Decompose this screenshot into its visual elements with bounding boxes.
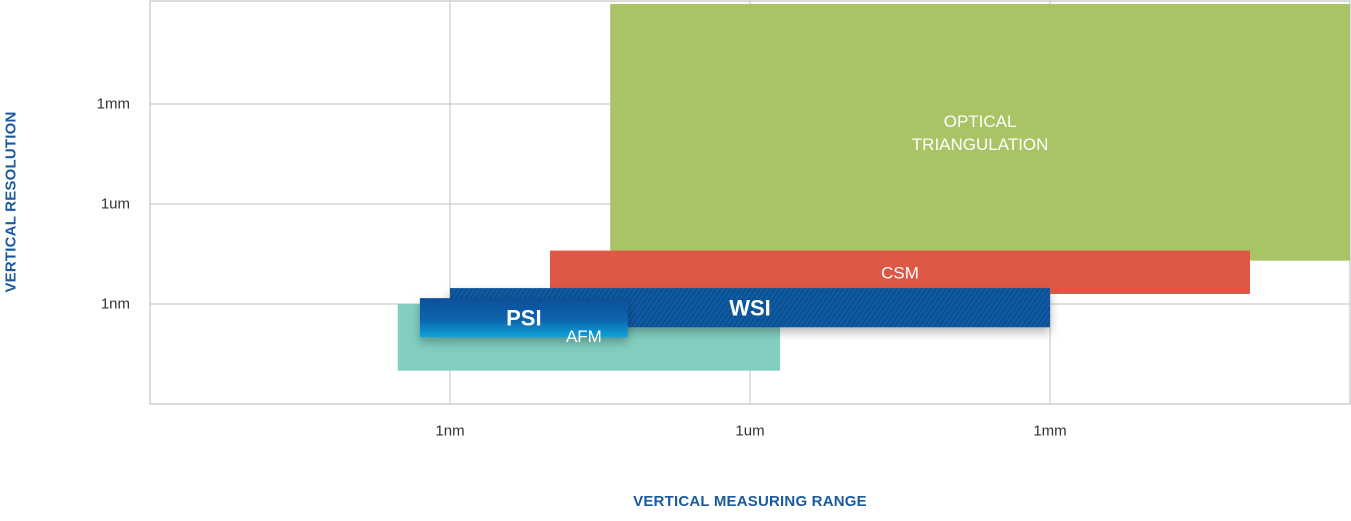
x-tick-label: 1nm [435, 423, 464, 440]
region-optical-triangulation [610, 4, 1350, 261]
region-label-optical-triangulation: OPTICAL TRIANGULATION [912, 111, 1049, 153]
region-labels: OPTICAL TRIANGULATION CSM AFM WSI PSI [506, 111, 1048, 345]
regions [397, 4, 1350, 371]
region-label-csm: CSM [881, 263, 919, 282]
region-label-afm: AFM [566, 327, 602, 346]
region-label-line: OPTICAL [944, 111, 1017, 130]
y-tick-label: 1nm [101, 296, 130, 313]
region-label-line: WSI [729, 295, 771, 320]
region-label-psi: PSI [506, 305, 541, 330]
x-tick-label: 1um [735, 423, 764, 440]
x-axis-title: VERTICAL MEASURING RANGE [633, 493, 867, 510]
region-label-line: PSI [506, 305, 541, 330]
x-tick-label: 1mm [1033, 423, 1066, 440]
tick-labels: 1mm 1um 1nm 1nm 1um 1mm [97, 96, 1067, 440]
region-label-line: AFM [566, 327, 602, 346]
region-psi [419, 298, 628, 338]
region-label-line: CSM [881, 263, 919, 282]
region-label-line: TRIANGULATION [912, 134, 1049, 153]
y-axis-title: VERTICAL RESOLUTION [2, 111, 20, 293]
region-label-wsi: WSI [729, 295, 771, 320]
region-csm [550, 250, 1250, 294]
y-tick-label: 1mm [97, 96, 130, 113]
y-tick-label: 1um [101, 196, 130, 213]
